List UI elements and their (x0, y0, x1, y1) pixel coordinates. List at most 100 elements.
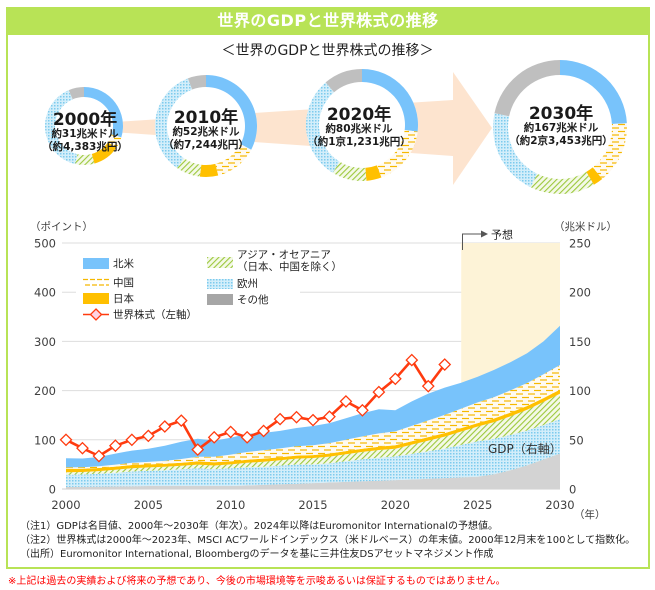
area-asia_oceania (66, 393, 560, 475)
legend-item-japan: 日本 (83, 291, 134, 306)
donut-background (306, 69, 418, 181)
forecast-arrow-icon (481, 230, 488, 238)
donut-segment-japan (586, 167, 603, 185)
chart-subtitle: ＜世界のGDPと世界株式の推移＞ (221, 43, 434, 59)
legend-label-world-stocks: 世界株式（左軸） (113, 309, 197, 321)
axis-tick-labels: 0 100 200 300 400 500 0 50 100 150 200 250 2000 2005 2… (34, 237, 591, 513)
x-axis-tick-label: 2010 (216, 498, 245, 512)
legend-label-other: その他 (237, 294, 269, 306)
donut-usd-label: 約52兆米ドル (172, 126, 240, 138)
stock-marker-2007 (174, 414, 188, 428)
stock-marker-2000 (59, 433, 73, 447)
disclaimer: ※上記は過去の実績および将来の予想であり、今後の市場環境等を示唆あるいは保証する… (8, 576, 506, 587)
donut-usd-label: 約80兆米ドル (325, 123, 393, 135)
stock-marker-2023 (438, 358, 452, 371)
donut-2020 (306, 69, 418, 182)
legend-item-world-stocks: 世界株式（左軸） (83, 307, 197, 322)
legend-label-europe: 欧州 (237, 278, 258, 290)
donut-segment-china (107, 134, 122, 148)
legend-label-asia-line2: （日本、中国を除く） (237, 261, 342, 273)
gdp-stock-chart: 0 100 200 300 400 500 0 50 100 150 200 250 2000 2005 2… (34, 228, 591, 513)
right-axis-title: （兆米ドル） (554, 221, 617, 233)
right-axis-tick-label: 250 (569, 237, 591, 251)
donut-background (45, 87, 123, 165)
forecast-label: 予想 (491, 228, 513, 242)
x-axis-tick-label: 2020 (381, 498, 410, 512)
donut-jpy-label: （約4,383兆円） (42, 141, 128, 153)
right-axis-tick-label: 200 (569, 286, 591, 300)
donut-year-label: 2020年 (326, 105, 392, 125)
donut-label-2020: 2020年 約80兆米ドル （約1京1,231兆円） (307, 105, 411, 149)
left-axis-tick-label: 0 (49, 483, 56, 497)
stock-marker-2004 (125, 433, 139, 447)
legend-swatch-other (207, 294, 233, 305)
donut-label-2010: 2010年 約52兆米ドル （約7,244兆円） (163, 108, 249, 152)
area-china (66, 365, 560, 469)
legend-item-europe: 欧州 (207, 276, 258, 291)
donut-segment-japan (91, 142, 117, 164)
donut-section (44, 60, 627, 194)
donut-segment-europe (306, 82, 340, 173)
stock-marker-2008 (191, 443, 205, 457)
donut-segment-china (592, 123, 627, 180)
stock-marker-2002 (92, 449, 106, 463)
chart-legend: 北米 中国 日本 世界株式（左軸） アジア・オセアニア （日本、中国を除く） 欧… (76, 249, 342, 322)
donut-segment-asia_oceania (177, 158, 202, 177)
legend-item-china: 中国 (83, 275, 134, 290)
area-other (66, 453, 560, 489)
donut-segment-europe (155, 78, 193, 168)
legend-swatch-europe (207, 278, 233, 289)
area-europe (66, 419, 560, 487)
x-axis-tick-label: 2015 (298, 498, 327, 512)
stock-marker-2013 (273, 412, 287, 426)
donut-segment-japan (365, 165, 382, 181)
x-axis-tick-label: 2025 (463, 498, 492, 512)
donut-label-2000: 2000年 約31兆米ドル （約4,383兆円） (42, 110, 128, 154)
stock-index-line-group (59, 353, 452, 463)
stock-marker-2009 (207, 430, 221, 444)
stock-marker-2018 (355, 403, 369, 417)
donut-charts (44, 60, 627, 194)
left-axis-tick-label: 500 (34, 237, 56, 251)
donut-jpy-label: （約2京3,453兆円） (509, 135, 613, 147)
legend-swatch-asia-oceania (207, 257, 233, 268)
left-axis-tick-label: 100 (34, 433, 56, 447)
donut-year-label: 2010年 (173, 108, 239, 128)
stock-marker-2022 (421, 379, 435, 393)
donut-background (155, 75, 257, 177)
donut-segment-europe (493, 113, 538, 188)
stock-marker-2003 (108, 439, 122, 453)
donut-jpy-label: （約1京1,231兆円） (307, 136, 411, 148)
x-axis-title: （年） (574, 509, 606, 521)
donut-usd-label: 約167兆米ドル (523, 122, 599, 134)
right-axis-tick-label: 0 (569, 483, 576, 497)
donut-segment-north_america (206, 75, 257, 150)
donut-segment-other (68, 87, 84, 100)
footnote-1: （注1）GDPは名目値、2000年～2030年（年次）。2024年以降はEuro… (20, 521, 498, 532)
donut-segment-europe (44, 90, 78, 164)
forecast-annotation: 予想 (462, 228, 513, 250)
donut-segment-north_america (362, 69, 418, 132)
donut-jpy-label: （約7,244兆円） (163, 139, 249, 151)
legend-label-asia-oceania: アジア・オセアニア （日本、中国を除く） (237, 249, 342, 273)
legend-swatch-north-america (83, 258, 109, 269)
x-axis-tick-label: 2000 (51, 498, 80, 512)
legend-swatch-japan (83, 293, 109, 304)
donut-2000 (44, 87, 123, 165)
donut-segment-north_america (560, 60, 627, 125)
stock-marker-2021 (405, 353, 419, 367)
legend-swatch-china (83, 278, 109, 286)
legend-item-north-america: 北米 (83, 256, 134, 271)
legend-item-asia-oceania (207, 257, 237, 268)
donut-usd-label: 約31兆米ドル (51, 128, 119, 140)
donut-segment-china (376, 130, 418, 178)
stock-marker-2011 (240, 430, 254, 444)
growth-arrow (84, 72, 492, 185)
donut-segment-other (494, 60, 560, 117)
footnotes: （注1）GDPは名目値、2000年～2030年（年次）。2024年以降はEuro… (20, 520, 635, 562)
gdp-series-label: GDP（右軸） (488, 442, 562, 456)
donut-label-2030: 2030年 約167兆米ドル （約2京3,453兆円） (509, 106, 613, 148)
donut-2030 (493, 60, 627, 194)
donut-year-label: 2000年 (52, 110, 118, 130)
stock-marker-2010 (224, 425, 238, 439)
